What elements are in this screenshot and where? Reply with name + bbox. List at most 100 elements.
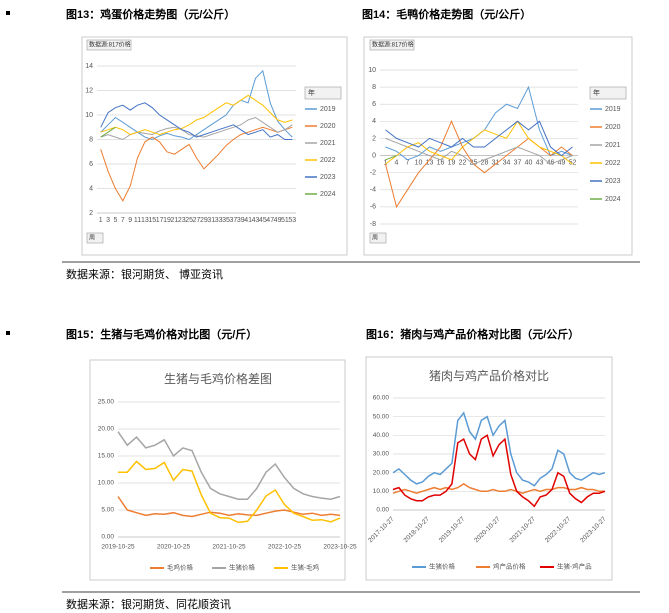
series-line (385, 137, 573, 165)
x-tick-label: 11 (134, 217, 141, 224)
y-tick-label: 4 (89, 185, 93, 192)
legend-label: 生猪价格 (229, 563, 256, 572)
series-line (385, 120, 573, 165)
chart-frame (89, 359, 346, 581)
x-tick-label: 15 (148, 217, 156, 224)
x-tick-label: 39 (237, 217, 245, 224)
x-tick-label: 9 (128, 217, 132, 224)
x-tick-label: 22 (459, 159, 467, 166)
series-line (100, 69, 293, 141)
x-tick-label: 2020-10-25 (157, 544, 191, 551)
x-tick-label: 1 (99, 217, 103, 224)
y-tick-label: 8 (89, 136, 93, 143)
y-tick-label: 15.00 (98, 453, 115, 460)
x-tick-label: 4 (395, 159, 399, 166)
x-tick-label: 13 (426, 159, 434, 166)
series-line (118, 460, 341, 524)
legend-title: 年 (308, 88, 315, 97)
series-line (385, 155, 397, 161)
axis-button-label: 周 (372, 235, 378, 242)
chart-title: 生猪与毛鸡价格差图 (164, 371, 272, 386)
x-tick-label: 2019-10-25 (101, 544, 135, 551)
figure-title: 图15：生猪与毛鸡价格对比图（元/斤） (66, 329, 258, 341)
figure-title: 图13：鸡蛋价格走势图（元/公斤） (66, 9, 236, 21)
y-tick-label: -8 (370, 221, 376, 228)
y-tick-label: 20.00 (373, 469, 390, 476)
legend-label: 2019 (605, 106, 621, 113)
x-tick-label: 25 (185, 217, 193, 224)
x-tick-label: 45 (259, 217, 267, 224)
source: 数据来源：银河期货、同花顺资讯 (66, 599, 231, 611)
field-button-label: 数据源:817价格 (372, 41, 414, 49)
x-tick-label: 7 (406, 159, 410, 166)
x-tick-label: 35 (222, 217, 230, 224)
legend-header (304, 86, 342, 100)
y-tick-label: 30.00 (373, 451, 390, 458)
legend-label: 2022 (605, 160, 621, 167)
y-tick-label: 12 (85, 87, 93, 94)
legend-header (589, 86, 627, 100)
axis-button-label: 周 (89, 235, 95, 242)
legend-label: 生猪价格 (429, 562, 456, 571)
chart-frame (81, 36, 348, 256)
legend-label: 2020 (320, 123, 336, 130)
chart-frame (363, 36, 633, 256)
chart-title: 猪肉与鸡产品价格对比 (429, 368, 549, 383)
x-tick-label: 34 (503, 159, 511, 166)
y-tick-label: 10 (85, 112, 93, 119)
y-tick-label: 4 (372, 118, 376, 125)
chart-frame (365, 356, 613, 581)
series-line (100, 94, 293, 136)
x-tick-label: 43 (536, 159, 544, 166)
y-tick-label: 14 (85, 63, 93, 70)
legend-title: 年 (593, 88, 600, 97)
series-line (117, 496, 341, 518)
axis-button (86, 232, 104, 244)
y-tick-label: 50.00 (373, 413, 390, 420)
x-tick-label: 17 (156, 217, 164, 224)
y-tick-label: 40.00 (373, 432, 390, 439)
field-button-label: 数据源:817价格 (89, 41, 131, 49)
y-tick-label: 0.00 (101, 534, 114, 541)
y-tick-label: -4 (370, 187, 376, 194)
x-tick-label: 2021-10-25 (212, 544, 246, 551)
x-tick-label: 10 (415, 159, 423, 166)
y-tick-label: 10.00 (98, 480, 115, 487)
y-tick-label: 5.00 (101, 507, 114, 514)
y-tick-label: 25.00 (98, 399, 115, 406)
x-tick-label: 2022-10-25 (268, 544, 302, 551)
y-tick-label: 10 (368, 67, 376, 74)
y-tick-label: 10.00 (373, 488, 390, 495)
y-tick-label: 0 (372, 152, 376, 159)
series-line (392, 483, 605, 494)
x-tick-label: 5 (113, 217, 117, 224)
series-line (100, 126, 293, 202)
x-tick-label: 23 (178, 217, 186, 224)
legend-label: 2023 (320, 174, 336, 181)
x-tick-label: 33 (215, 217, 223, 224)
bullet (6, 331, 10, 335)
y-tick-label: 6 (89, 161, 93, 168)
x-tick-label: 52 (569, 159, 577, 166)
series-line (117, 431, 341, 500)
legend-label: 2022 (320, 157, 336, 164)
x-tick-label: 28 (481, 159, 489, 166)
axis-button (369, 232, 387, 244)
x-tick-label: 21 (170, 217, 178, 224)
legend-label: 生猪-鸡产品 (557, 562, 592, 571)
x-tick-label: 49 (558, 159, 566, 166)
x-tick-label: 7 (121, 217, 125, 224)
x-tick-label: 25 (470, 159, 478, 166)
y-tick-label: -2 (370, 170, 376, 177)
legend-label: 生猪-毛鸡 (291, 563, 320, 572)
x-tick-label: 40 (525, 159, 533, 166)
x-tick-label: 1 (384, 159, 388, 166)
source: 数据来源：银河期货、 博亚资讯 (66, 269, 224, 281)
series-line (385, 120, 573, 157)
y-tick-label: 2 (372, 135, 376, 142)
y-tick-label: 6 (372, 101, 376, 108)
x-tick-label: 2023-10-25 (323, 544, 357, 551)
legend-label: 2020 (605, 124, 621, 131)
